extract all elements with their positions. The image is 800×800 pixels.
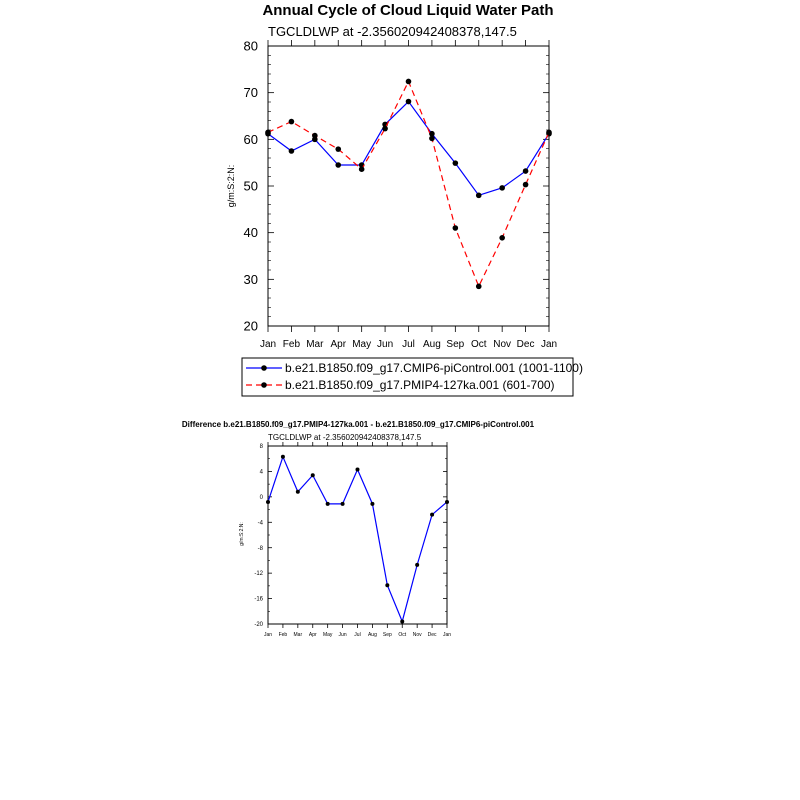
diff-chart: -20 -16 -12 -8 -4 0 4 8 Jan Feb Mar Apr May Jun Jul Aug… — [254, 442, 451, 638]
main-plot-frame — [267, 45, 550, 327]
main-point-s2-0 — [265, 129, 271, 136]
main-point-s2-5 — [382, 125, 388, 132]
diff-chart-title: Difference b.e21.B1850.f09_g17.PMIP4-127… — [182, 420, 535, 429]
diff-xtick-label: Jun — [339, 632, 347, 638]
diff-ytick-label: -12 — [254, 571, 263, 577]
main-ytick-label: 40 — [244, 225, 258, 240]
main-point-s2-7 — [429, 135, 435, 142]
main-point-s1-6 — [405, 98, 412, 105]
diff-ytick-label: 0 — [260, 495, 264, 501]
legend-label-series1: b.e21.B1850.f09_g17.CMIP6-piControl.001 … — [285, 361, 583, 375]
main-point-s1-3 — [335, 162, 342, 168]
main-point-s1-7 — [429, 130, 435, 137]
main-xtick-label: Mar — [306, 339, 324, 350]
legend-marker-series2 — [261, 382, 267, 388]
main-xtick-label: Jul — [402, 339, 415, 350]
diff-ytick-label: -8 — [258, 546, 264, 552]
diff-xtick-label: Jul — [354, 632, 360, 638]
diff-ytick-label: 8 — [260, 444, 264, 450]
diff-point-s1-6 — [355, 467, 360, 472]
main-point-s2-11 — [522, 181, 529, 188]
diff-xtick-label: Jan — [443, 632, 451, 638]
main-xtick-label: Jun — [377, 339, 393, 350]
diff-chart-subtitle: TGCLDLWP at -2.356020942408378,147.5 — [268, 433, 422, 442]
main-xtick-label: Apr — [330, 339, 346, 350]
legend-label-series2: b.e21.B1850.f09_g17.PMIP4-127ka.001 (601… — [285, 378, 555, 392]
main-point-s2-9 — [475, 283, 482, 290]
diff-xtick-label: Feb — [279, 632, 288, 638]
diff-plot-frame — [267, 445, 448, 625]
main-chart-title: Annual Cycle of Cloud Liquid Water Path — [262, 2, 553, 19]
main-point-s1-1 — [288, 148, 295, 154]
main-ytick-label: 70 — [244, 85, 258, 100]
diff-xtick-label: Oct — [398, 632, 406, 638]
diff-xtick-label: Mar — [294, 632, 303, 638]
main-chart-subtitle: TGCLDLWP at -2.356020942408378,147.5 — [268, 24, 517, 39]
main-xtick-label: Oct — [471, 339, 487, 350]
main-point-s2-8 — [452, 225, 459, 231]
diff-point-s1-3 — [310, 473, 315, 478]
diff-point-s1-2 — [295, 489, 300, 494]
diff-xtick-label: Nov — [413, 632, 422, 638]
main-point-s1-11 — [522, 168, 529, 174]
legend-marker-series1 — [261, 365, 267, 371]
main-ytick-label: 80 — [244, 39, 258, 54]
diff-series-line-1 — [267, 455, 448, 624]
main-ytick-label: 60 — [244, 132, 258, 147]
main-xtick-label: Feb — [283, 339, 301, 350]
diff-point-s1-10 — [415, 562, 420, 567]
main-xtick-label: Jan — [541, 339, 557, 350]
diff-xtick-label: May — [323, 632, 333, 638]
main-ytick-label: 20 — [244, 319, 258, 334]
diff-point-s1-5 — [340, 501, 345, 506]
diff-xtick-label: Aug — [368, 632, 377, 638]
main-xtick-label: Dec — [517, 339, 535, 350]
diff-xtick-label: Dec — [428, 632, 437, 638]
diff-point-s1-0 — [266, 499, 270, 504]
diff-ytick-label: -20 — [254, 622, 263, 628]
main-point-s2-1 — [288, 118, 295, 125]
diff-chart-ylabel: g/m:S:2:N: — [239, 522, 245, 546]
main-xtick-label: Jan — [260, 339, 276, 350]
main-chart-ylabel: g/m:S:2:N: — [226, 165, 236, 208]
main-xtick-label: May — [352, 339, 371, 350]
main-point-s2-2 — [312, 132, 318, 139]
main-point-s1-10 — [499, 185, 505, 191]
diff-point-s1-1 — [280, 454, 285, 459]
main-series-line-1 — [267, 100, 550, 197]
diff-ytick-label: -4 — [258, 520, 264, 526]
diff-point-s1-4 — [325, 501, 330, 506]
diff-point-s1-9 — [400, 619, 405, 624]
main-point-s2-6 — [405, 78, 412, 85]
main-ytick-label: 30 — [244, 272, 258, 287]
main-point-s2-4 — [358, 166, 365, 172]
main-point-s1-9 — [475, 192, 482, 199]
diff-point-s1-8 — [385, 583, 390, 588]
main-chart: 20 30 40 50 60 70 80 Jan Feb Mar Apr May Jun Jul Aug Se… — [244, 39, 558, 350]
diff-xtick-label: Apr — [309, 632, 317, 638]
diff-ytick-label: -16 — [254, 597, 263, 603]
main-ytick-label: 50 — [244, 179, 258, 194]
main-xtick-label: Nov — [493, 339, 511, 350]
diff-point-s1-11 — [430, 512, 435, 517]
main-xtick-label: Sep — [446, 339, 464, 350]
diff-xtick-label: Sep — [383, 632, 392, 638]
diff-xtick-label: Jan — [264, 632, 272, 638]
diff-point-s1-7 — [370, 501, 375, 506]
main-point-s2-12 — [546, 129, 552, 136]
main-point-s2-10 — [499, 235, 505, 241]
diff-ytick-label: 4 — [260, 470, 264, 476]
main-point-s2-3 — [335, 146, 342, 152]
main-point-s1-8 — [452, 160, 459, 166]
diff-point-s1-12 — [445, 499, 449, 504]
legend-box — [241, 357, 574, 397]
main-xtick-label: Aug — [423, 339, 441, 350]
main-chart-legend: b.e21.B1850.f09_g17.CMIP6-piControl.001 … — [241, 357, 583, 397]
